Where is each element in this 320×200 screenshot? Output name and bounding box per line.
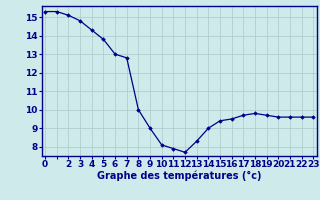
- X-axis label: Graphe des températures (°c): Graphe des températures (°c): [97, 171, 261, 181]
